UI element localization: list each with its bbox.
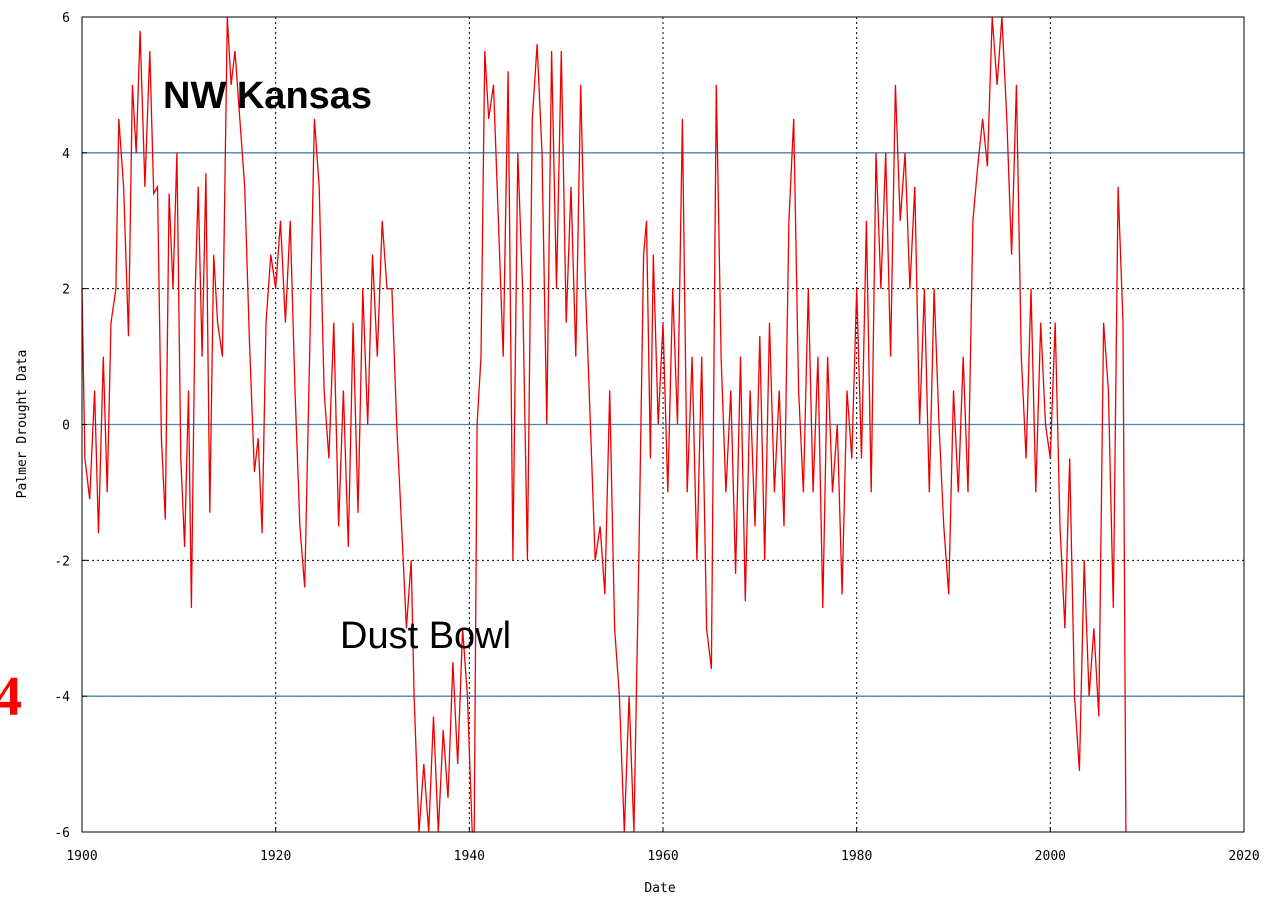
y-tick-label: -4 xyxy=(54,690,70,705)
y-tick-label: 6 xyxy=(62,11,70,26)
x-tick-label: 2000 xyxy=(1035,849,1066,864)
side-label: 4 xyxy=(0,666,22,728)
x-tick-label: 1920 xyxy=(260,849,291,864)
x-tick-label: 1960 xyxy=(647,849,678,864)
x-tick-label: 1900 xyxy=(66,849,97,864)
data-line xyxy=(81,16,1127,833)
x-tick-label: 2020 xyxy=(1228,849,1259,864)
annotation: Dust Bowl xyxy=(340,615,511,657)
y-tick-label: -2 xyxy=(54,554,70,569)
x-axis-label: Date xyxy=(644,881,675,896)
y-tick-label: 4 xyxy=(62,147,70,162)
x-tick-label: 1980 xyxy=(841,849,872,864)
y-tick-label: 0 xyxy=(62,419,70,434)
annotation: NW Kansas xyxy=(163,75,372,117)
x-tick-label: 1940 xyxy=(454,849,485,864)
y-tick-label: 2 xyxy=(62,283,70,298)
y-tick-label: -6 xyxy=(54,826,70,841)
y-axis-label: Palmer Drought Data xyxy=(15,350,30,499)
plot xyxy=(81,16,1127,833)
